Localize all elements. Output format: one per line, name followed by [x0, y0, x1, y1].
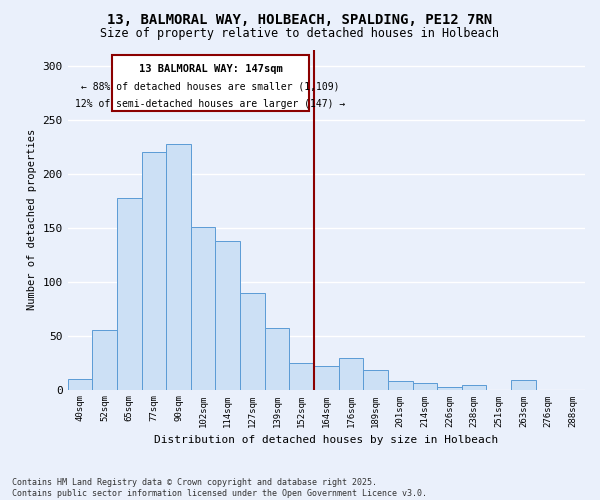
- Bar: [68, 379, 92, 390]
- Text: ← 88% of detached houses are smaller (1,109): ← 88% of detached houses are smaller (1,…: [81, 82, 340, 92]
- Y-axis label: Number of detached properties: Number of detached properties: [27, 129, 37, 310]
- Text: 13 BALMORAL WAY: 147sqm: 13 BALMORAL WAY: 147sqm: [139, 64, 283, 74]
- Bar: [462, 385, 487, 390]
- Bar: [265, 328, 289, 390]
- Bar: [142, 152, 166, 390]
- Text: Contains HM Land Registry data © Crown copyright and database right 2025.
Contai: Contains HM Land Registry data © Crown c…: [12, 478, 427, 498]
- Bar: [117, 198, 142, 390]
- Bar: [388, 381, 413, 390]
- Text: Size of property relative to detached houses in Holbeach: Size of property relative to detached ho…: [101, 28, 499, 40]
- Bar: [92, 330, 117, 390]
- Bar: [363, 370, 388, 390]
- FancyBboxPatch shape: [112, 56, 309, 112]
- Text: 12% of semi-detached houses are larger (147) →: 12% of semi-detached houses are larger (…: [76, 98, 346, 108]
- Bar: [191, 227, 215, 390]
- Bar: [289, 362, 314, 390]
- Bar: [437, 388, 462, 390]
- Bar: [511, 380, 536, 390]
- X-axis label: Distribution of detached houses by size in Holbeach: Distribution of detached houses by size …: [154, 435, 499, 445]
- Bar: [413, 383, 437, 390]
- Text: 13, BALMORAL WAY, HOLBEACH, SPALDING, PE12 7RN: 13, BALMORAL WAY, HOLBEACH, SPALDING, PE…: [107, 12, 493, 26]
- Bar: [166, 144, 191, 390]
- Bar: [240, 292, 265, 390]
- Bar: [215, 241, 240, 390]
- Bar: [338, 358, 363, 390]
- Bar: [314, 366, 338, 390]
